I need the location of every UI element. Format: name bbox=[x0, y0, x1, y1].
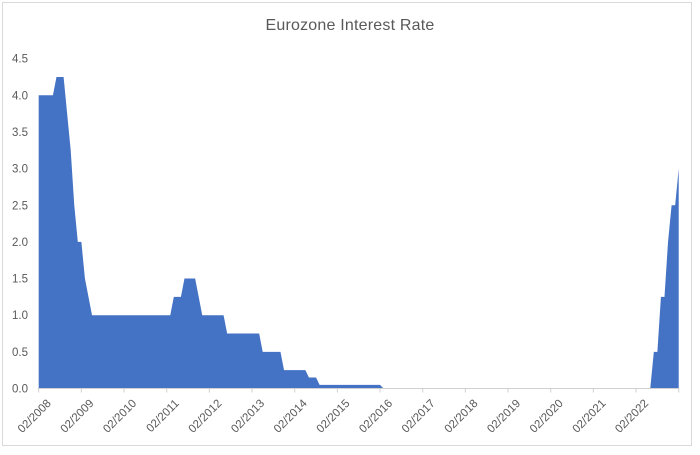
chart-title: Eurozone Interest Rate bbox=[265, 17, 435, 34]
x-axis-tick-label: 02/2017 bbox=[400, 398, 438, 436]
y-axis-tick-label: 3.5 bbox=[12, 127, 28, 139]
x-axis-tick-label: 02/2015 bbox=[315, 398, 353, 436]
y-axis-tick-label: 1.0 bbox=[12, 310, 28, 322]
x-axis-tick-label: 02/2016 bbox=[357, 398, 395, 436]
x-axis-tick-label: 02/2012 bbox=[187, 398, 225, 436]
y-axis-tick-label: 1.5 bbox=[12, 274, 28, 286]
x-axis-tick-label: 02/2018 bbox=[443, 398, 481, 436]
x-axis-tick-label: 02/2011 bbox=[145, 398, 182, 435]
x-axis-tick-label: 02/2019 bbox=[485, 398, 523, 436]
x-axis-tick-label: 02/2014 bbox=[272, 397, 310, 435]
x-axis-tick-label: 02/2010 bbox=[101, 398, 139, 436]
y-axis-tick-label: 3.0 bbox=[12, 164, 28, 176]
y-axis-tick-label: 2.0 bbox=[12, 237, 28, 249]
x-axis-tick-label: 02/2021 bbox=[571, 398, 609, 436]
y-axis-tick-label: 0.0 bbox=[12, 384, 28, 396]
x-axis-tick-label: 02/2020 bbox=[528, 398, 566, 436]
x-axis-tick-label: 02/2008 bbox=[16, 398, 54, 436]
area-series-eurozone bbox=[38, 76, 679, 389]
y-axis-tick-label: 0.5 bbox=[12, 347, 28, 359]
y-axis-tick-label: 4.5 bbox=[12, 54, 28, 66]
y-axis-tick-label: 2.5 bbox=[12, 200, 28, 212]
x-axis-tick-label: 02/2022 bbox=[613, 398, 651, 436]
x-axis-tick-label: 02/2013 bbox=[229, 398, 267, 436]
x-axis-tick-label: 02/2009 bbox=[59, 398, 97, 436]
y-axis-tick-label: 4.0 bbox=[12, 90, 28, 102]
